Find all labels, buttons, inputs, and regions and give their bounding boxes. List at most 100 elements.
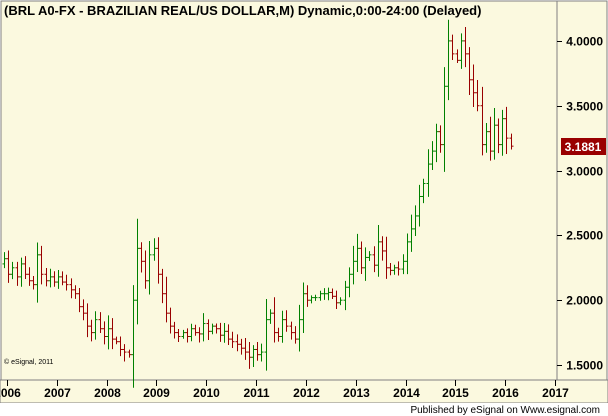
- ohlc-bar: [93, 311, 98, 340]
- ohlc-bar: [185, 328, 190, 343]
- plot-area: [0, 0, 558, 381]
- ohlc-bar: [338, 297, 343, 306]
- ohlc-bar: [492, 107, 497, 160]
- ohlc-bar: [122, 344, 127, 362]
- ohlc-bar: [297, 304, 302, 352]
- ohlc-bar: [359, 241, 364, 275]
- ohlc-bar: [413, 205, 418, 237]
- ohlc-bar: [206, 319, 211, 340]
- ohlc-bar: [64, 274, 69, 291]
- ohlc-bar: [455, 49, 460, 64]
- ohlc-bar: [255, 341, 260, 361]
- ohlc-bar: [197, 327, 202, 343]
- x-tick-label: 2014: [393, 386, 420, 400]
- ohlc-bars: [2, 19, 514, 388]
- ohlc-bar: [226, 324, 231, 346]
- ohlc-bar: [89, 319, 94, 342]
- ohlc-bar: [284, 310, 289, 332]
- ohlc-bar: [168, 307, 173, 334]
- ohlc-bar: [376, 225, 381, 277]
- ohlc-bar: [27, 267, 32, 286]
- x-tick-label: 2006: [0, 386, 21, 400]
- ohlc-bar: [239, 338, 244, 355]
- y-tick-label: 3.5000: [566, 100, 603, 114]
- ohlc-bar: [2, 252, 7, 269]
- ohlc-bar: [268, 309, 273, 324]
- ohlc-bar: [367, 251, 372, 261]
- ohlc-bar: [509, 133, 514, 150]
- ohlc-bar: [98, 312, 103, 334]
- ohlc-bar: [372, 246, 377, 273]
- x-tick-label: 2008: [94, 386, 121, 400]
- ohlc-bar: [293, 326, 298, 344]
- ohlc-bar: [351, 245, 356, 285]
- ohlc-bar: [35, 242, 40, 303]
- ohlc-bar: [44, 267, 49, 287]
- ohlc-bar: [243, 338, 248, 360]
- ohlc-bar: [152, 238, 157, 261]
- ohlc-bar: [118, 336, 123, 357]
- ohlc-bar: [106, 315, 111, 350]
- ohlc-bar: [85, 303, 90, 338]
- ohlc-bar: [81, 299, 86, 321]
- ohlc-bar: [135, 218, 140, 325]
- ohlc-bar: [313, 294, 318, 301]
- ohlc-bar: [334, 290, 339, 310]
- ohlc-bar: [417, 184, 422, 227]
- chart-credit: © eSignal, 2011: [4, 358, 54, 366]
- ohlc-bar: [480, 86, 485, 156]
- ohlc-bar: [235, 334, 240, 352]
- y-tick-label: 3.0000: [566, 165, 603, 179]
- ohlc-bar: [218, 322, 223, 342]
- y-tick-label: 4.0000: [566, 35, 603, 49]
- ohlc-bar: [48, 268, 53, 288]
- y-axis-ticks: 1.5000 2.0000 2.5000 3.0000 3.5000 4.0000: [557, 35, 603, 373]
- ohlc-bar: [23, 256, 28, 280]
- ohlc-bar: [210, 323, 215, 335]
- ohlc-bar: [463, 26, 468, 68]
- ohlc-bar: [430, 141, 435, 171]
- ohlc-bar: [156, 237, 161, 284]
- ohlc-bar: [160, 268, 165, 304]
- ohlc-bar: [347, 267, 352, 298]
- ohlc-bar: [488, 116, 493, 161]
- last-value-label: 3.1881: [565, 140, 602, 154]
- ohlc-bar: [222, 323, 227, 343]
- ohlc-bar: [10, 261, 15, 280]
- footer-credit: Published by eSignal on Www.esignal.com: [410, 405, 600, 416]
- x-tick-label: 2017: [542, 386, 569, 400]
- ohlc-bar: [484, 122, 489, 153]
- ohlc-bar: [259, 343, 264, 362]
- ohlc-bar: [6, 250, 11, 283]
- ohlc-bar: [264, 298, 269, 371]
- ohlc-bar: [500, 109, 505, 156]
- ohlc-bar: [401, 254, 406, 275]
- x-tick-label: 2013: [343, 386, 370, 400]
- ohlc-bar: [214, 323, 219, 334]
- y-tick-label: 2.0000: [566, 294, 603, 308]
- ohlc-bar: [446, 19, 451, 101]
- last-value-box: [561, 138, 606, 155]
- ohlc-bar: [276, 327, 281, 342]
- ohlc-bar: [69, 278, 74, 299]
- ohlc-bar: [193, 324, 198, 336]
- x-tick-label: 2011: [243, 386, 269, 400]
- ohlc-bar: [289, 321, 294, 340]
- ohlc-bar: [73, 285, 78, 299]
- ohlc-bar: [504, 106, 509, 155]
- y-tick-label: 1.5000: [566, 359, 603, 373]
- ohlc-bar: [434, 123, 439, 163]
- x-tick-label: 2016: [492, 386, 519, 400]
- ohlc-bar: [131, 285, 136, 388]
- ohlc-bar: [380, 236, 385, 261]
- ohlc-bar: [280, 310, 285, 343]
- ohlc-bar: [39, 245, 44, 285]
- x-tick-label: 2010: [193, 386, 220, 400]
- ohlc-bar: [176, 328, 181, 343]
- ohlc-bar: [421, 178, 426, 204]
- ohlc-bar: [230, 331, 235, 348]
- ohlc-bar: [405, 233, 410, 275]
- ohlc-bar: [19, 257, 24, 287]
- ohlc-bar: [143, 250, 148, 289]
